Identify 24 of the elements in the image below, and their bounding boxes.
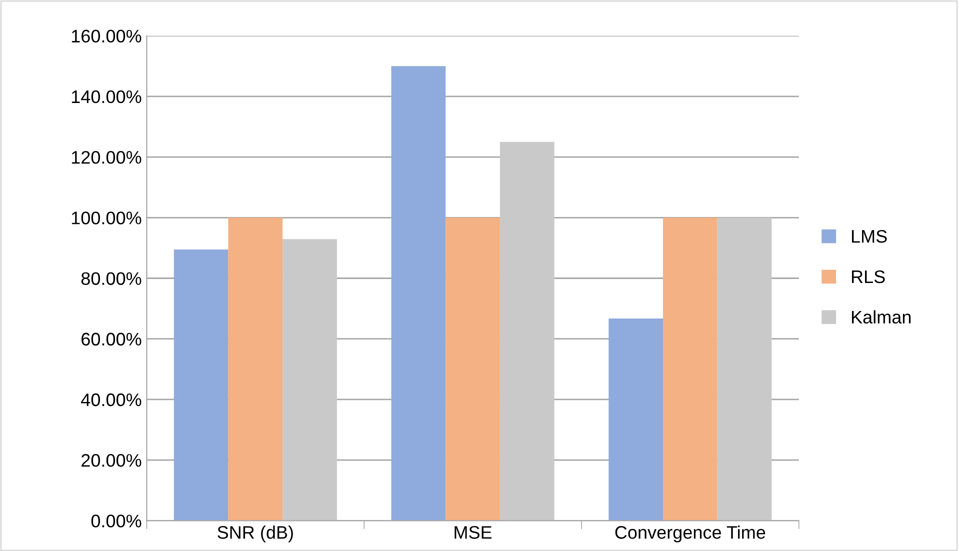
y-tick-label: 80.00%: [81, 272, 142, 285]
legend-label: RLS: [852, 270, 885, 284]
x-tick-label: MSE: [454, 526, 492, 539]
y-tick-label: 140.00%: [72, 90, 142, 104]
y-tick-label: 20.00%: [82, 454, 142, 467]
y-tick-label: 160.00%: [72, 30, 142, 43]
x-tick-label: Convergence Time: [615, 526, 766, 542]
y-tick-label: 0.00%: [91, 514, 142, 528]
legend-label: Kalman: [852, 310, 911, 324]
bar: [391, 66, 446, 521]
bar: [282, 239, 337, 521]
y-tick-label: 100.00%: [72, 212, 142, 224]
bar: [228, 218, 283, 521]
x-tick-label: SNR (dB): [218, 526, 293, 542]
legend-label: LMS: [852, 230, 887, 243]
bar: [662, 218, 718, 521]
bar: [500, 142, 554, 521]
bar: [717, 218, 772, 521]
y-tick-label: 60.00%: [82, 332, 142, 346]
bar: [446, 218, 500, 521]
y-tick-label: 120.00%: [72, 150, 142, 164]
bar: [174, 249, 228, 521]
bar: [608, 318, 663, 521]
y-tick-label: 40.00%: [81, 393, 142, 406]
